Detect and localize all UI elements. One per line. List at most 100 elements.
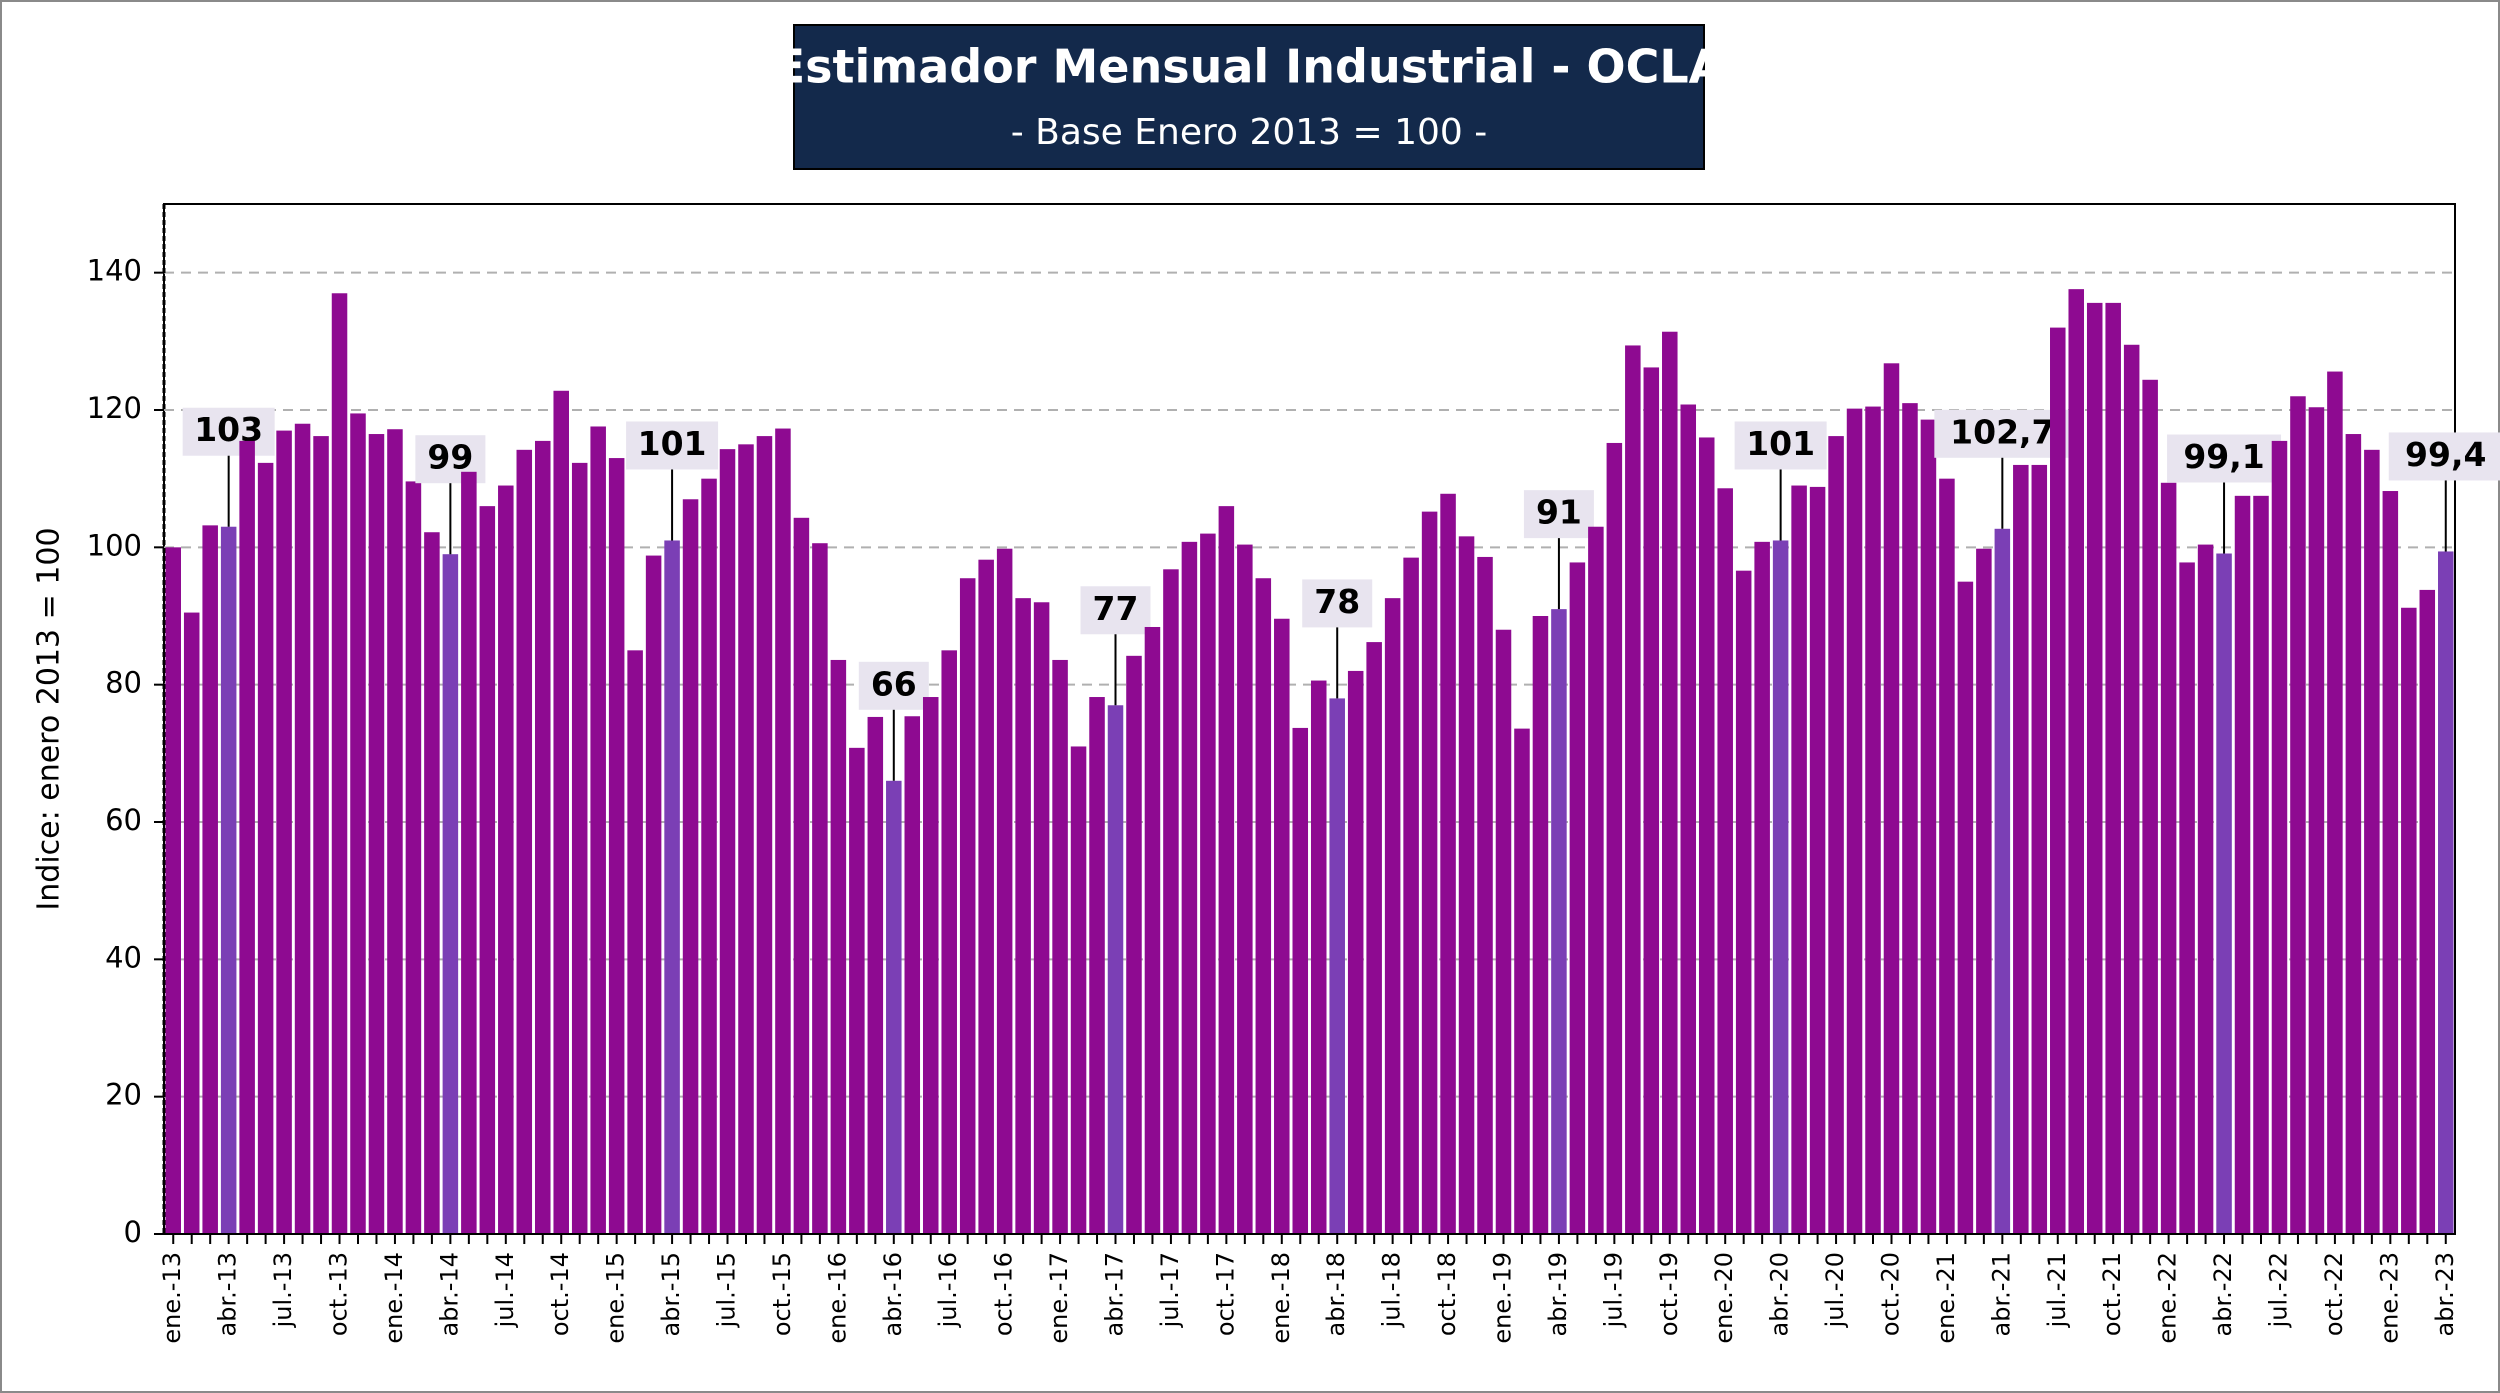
bar xyxy=(1458,536,1475,1234)
bar xyxy=(775,428,791,1234)
bar xyxy=(239,440,255,1234)
x-tick-label: ene.-18 xyxy=(1267,1252,1295,1344)
y-tick-label: 0 xyxy=(124,1215,142,1249)
bar xyxy=(590,426,606,1235)
bar xyxy=(627,650,643,1234)
bar xyxy=(1809,486,1826,1234)
bar xyxy=(793,517,810,1234)
bar xyxy=(1144,626,1161,1234)
bar xyxy=(405,481,422,1234)
bar xyxy=(1939,478,1955,1235)
bar xyxy=(756,436,773,1234)
bar xyxy=(2197,544,2214,1234)
bar xyxy=(220,526,237,1234)
y-tick-label: 40 xyxy=(105,940,142,974)
x-tick-label: oct.-17 xyxy=(1211,1252,1239,1336)
bar xyxy=(608,458,625,1235)
bar xyxy=(996,548,1013,1234)
bar xyxy=(2234,495,2251,1234)
label-box xyxy=(1302,579,1373,628)
data-label: 102,7 xyxy=(1950,412,2054,451)
bar xyxy=(1514,728,1530,1234)
bar xyxy=(1865,406,1881,1235)
label-box xyxy=(858,661,929,710)
x-tick-label: jul.-13 xyxy=(269,1252,297,1328)
bar xyxy=(1754,541,1770,1234)
x-tick-label: jul.-14 xyxy=(491,1252,519,1328)
bar xyxy=(1643,367,1660,1235)
bar xyxy=(2401,607,2417,1234)
bar xyxy=(2216,553,2232,1234)
bar xyxy=(959,578,976,1234)
bar xyxy=(1440,493,1456,1235)
label-box xyxy=(182,407,275,456)
bar xyxy=(276,430,292,1235)
bar xyxy=(1902,403,1918,1235)
bar xyxy=(1107,705,1124,1234)
x-tick-label: jul.-18 xyxy=(1378,1252,1406,1328)
x-tick-label: oct.-19 xyxy=(1655,1252,1683,1336)
label-box xyxy=(1080,586,1151,635)
title-box xyxy=(793,24,1705,170)
x-tick-label: oct.-16 xyxy=(990,1252,1018,1336)
bar xyxy=(1384,598,1401,1234)
bar xyxy=(202,525,218,1234)
label-box xyxy=(626,421,719,470)
bar xyxy=(1772,540,1789,1234)
bar xyxy=(1347,670,1364,1234)
bar xyxy=(1828,436,1844,1234)
bar xyxy=(738,444,754,1234)
bar xyxy=(2123,344,2140,1234)
bar xyxy=(442,554,459,1234)
x-tick-label: ene.-23 xyxy=(2375,1252,2403,1344)
bar xyxy=(2419,589,2436,1234)
x-tick-label: abr.-21 xyxy=(1987,1252,2015,1336)
bar xyxy=(2364,449,2380,1234)
x-tick-label: jul.-22 xyxy=(2264,1252,2292,1328)
x-tick-label: jul.-21 xyxy=(2043,1252,2071,1328)
x-tick-label: jul.-20 xyxy=(1821,1252,1849,1328)
chart-subtitle: - Base Enero 2013 = 100 - xyxy=(1011,112,1488,153)
bar xyxy=(645,555,662,1234)
bar xyxy=(978,559,994,1234)
bar xyxy=(2345,434,2362,1234)
bar xyxy=(1976,548,1992,1234)
bar xyxy=(534,440,551,1234)
bar xyxy=(331,293,348,1234)
data-label: 99,1 xyxy=(2183,437,2264,476)
data-label: 99,4 xyxy=(2405,435,2486,474)
bar xyxy=(2050,327,2066,1235)
x-tick-label: jul.-15 xyxy=(713,1252,741,1328)
bar xyxy=(1791,485,1807,1234)
bar xyxy=(183,612,200,1234)
bar xyxy=(2105,302,2121,1234)
bar xyxy=(1292,727,1309,1234)
x-tick-label: ene.-17 xyxy=(1045,1252,1073,1344)
bar xyxy=(2179,562,2195,1234)
bar xyxy=(2327,371,2343,1235)
bar xyxy=(867,716,884,1234)
label-box xyxy=(1734,421,1827,470)
bar xyxy=(682,499,699,1234)
bar xyxy=(1089,697,1105,1234)
bar xyxy=(165,547,181,1234)
bar xyxy=(2160,482,2177,1235)
bar xyxy=(1994,528,2011,1234)
bar xyxy=(1569,562,1586,1234)
label-box xyxy=(1934,409,2071,458)
bar xyxy=(719,449,736,1234)
bar xyxy=(2142,379,2158,1235)
bar xyxy=(1255,578,1272,1234)
x-tick-label: oct.-15 xyxy=(768,1252,796,1336)
bar xyxy=(1421,511,1438,1234)
data-label: 66 xyxy=(871,664,917,703)
x-tick-label: abr.-14 xyxy=(435,1252,463,1336)
bar xyxy=(2253,495,2269,1234)
bar xyxy=(664,540,680,1234)
bar xyxy=(1920,419,1937,1234)
label-box xyxy=(1523,490,1594,539)
bar xyxy=(1070,746,1087,1234)
bar xyxy=(387,429,403,1234)
bar xyxy=(1237,544,1253,1234)
